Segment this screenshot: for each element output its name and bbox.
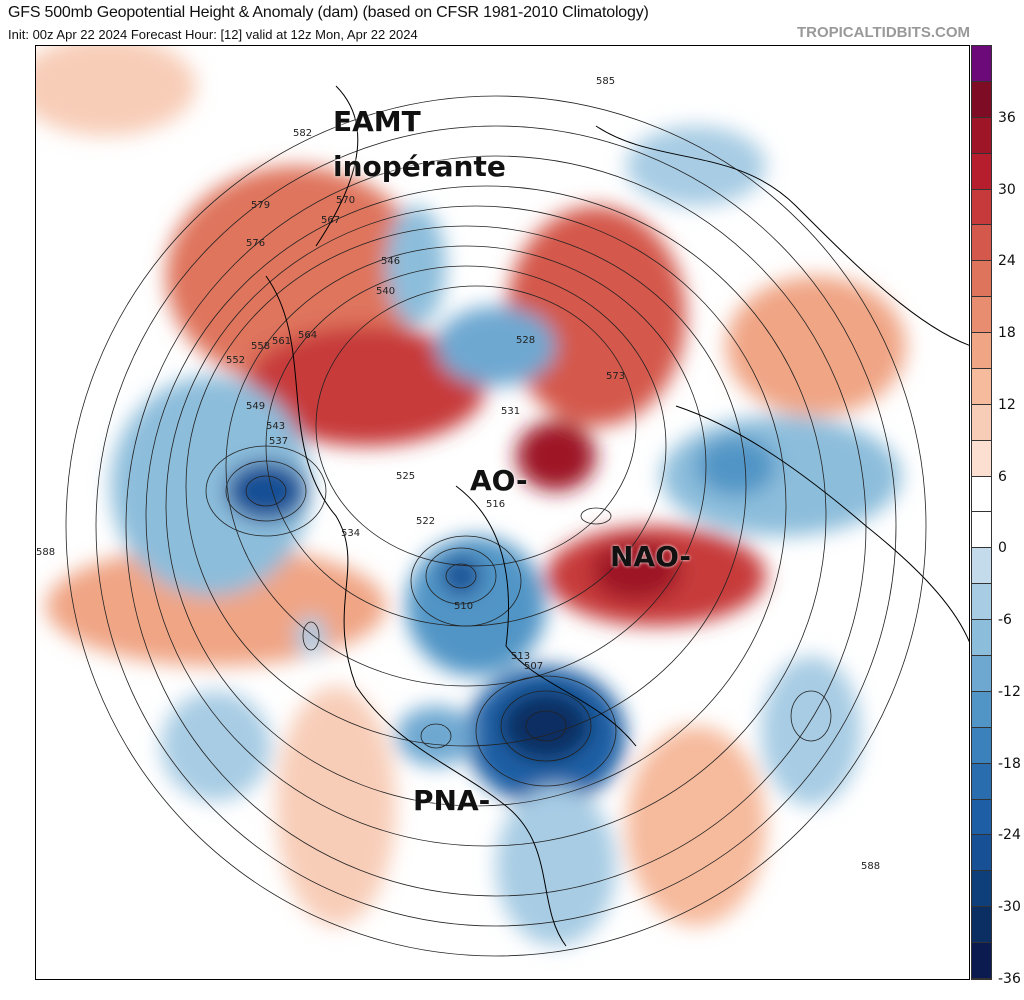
colorbar-bin (972, 943, 991, 979)
colorbar-bin (972, 907, 991, 944)
colorbar-label: -30 (998, 899, 1021, 916)
colorbar-label: 6 (998, 468, 1007, 485)
annotation-eamt: EAMT (333, 105, 421, 138)
contour-label: 570 (336, 195, 355, 206)
anomaly-colorbar (971, 45, 992, 980)
colorbar-bin (972, 46, 991, 82)
colorbar-label: -36 (998, 971, 1021, 987)
contour-label: 564 (298, 330, 317, 341)
colorbar-label: -12 (998, 683, 1021, 700)
colorbar-label: 0 (998, 540, 1007, 557)
contour-label: 549 (246, 401, 265, 412)
colorbar-bin (972, 368, 991, 405)
colorbar-label: 18 (998, 325, 1016, 342)
colorbar-label: 12 (998, 396, 1016, 413)
colorbar-bin (972, 656, 991, 692)
contour-label: 513 (511, 651, 530, 662)
brand-logo-text: TROPICALTIDBITS.COM (796, 24, 970, 41)
contour-label: 546 (381, 256, 400, 267)
colorbar-bin (972, 476, 991, 513)
contour-label: 576 (246, 238, 265, 249)
anomaly-shading (36, 46, 906, 946)
contour-label: 540 (376, 286, 395, 297)
coastlines (265, 85, 969, 947)
height-contours (65, 95, 927, 957)
contour-label: 585 (596, 76, 615, 87)
colorbar-bin (972, 333, 991, 369)
contour-label: 543 (266, 421, 285, 432)
contour-label: 558 (251, 341, 270, 352)
colorbar-bin (972, 871, 991, 908)
contour-label: 522 (416, 516, 435, 527)
colorbar-bin (972, 512, 991, 549)
map-title: GFS 500mb Geopotential Height & Anomaly … (8, 4, 649, 21)
colorbar-label: -24 (998, 827, 1021, 844)
colorbar-bin (972, 225, 991, 262)
contour-label: 525 (396, 471, 415, 482)
annotation-nao: NAO- (610, 540, 692, 573)
colorbar-bin (972, 835, 991, 872)
colorbar-label: -18 (998, 755, 1021, 772)
annotation-eamt-status: inopérante (333, 150, 506, 183)
colorbar-label: 36 (998, 109, 1016, 126)
contour-label: 534 (341, 528, 360, 539)
colorbar-bin (972, 691, 991, 728)
annotation-pna: PNA- (413, 784, 491, 817)
map-subtitle: Init: 00z Apr 22 2024 Forecast Hour: [12… (8, 27, 418, 42)
contour-label: 561 (272, 336, 291, 347)
colorbar-bin (972, 763, 991, 800)
contour-label: 552 (226, 355, 245, 366)
contour-label: 579 (251, 200, 270, 211)
colorbar-bin (972, 81, 991, 118)
contour-label: 528 (516, 335, 535, 346)
colorbar-bin (972, 153, 991, 190)
colorbar-bin (972, 189, 991, 226)
colorbar-bin (972, 440, 991, 477)
map-canvas: 585 582 579 576 573 570 567 564 561 558 … (36, 46, 969, 957)
colorbar-label: -6 (998, 612, 1012, 629)
contour-labels: 585 582 579 576 573 570 567 564 561 558 … (36, 76, 880, 872)
contour-label: 507 (524, 661, 543, 672)
colorbar-bin (972, 620, 991, 657)
colorbar-label: 24 (998, 253, 1016, 270)
contour-label: 567 (321, 215, 340, 226)
colorbar-bin (972, 297, 991, 334)
colorbar-bin (972, 404, 991, 441)
contour-label: 531 (501, 406, 520, 417)
contour-label: 582 (293, 128, 312, 139)
contour-label: 573 (606, 371, 625, 382)
colorbar-bin (972, 261, 991, 298)
contour-label: 588 (861, 861, 880, 872)
colorbar-bin (972, 584, 991, 621)
contour-label: 510 (454, 601, 473, 612)
annotation-ao: AO- (470, 464, 528, 497)
colorbar-bin (972, 799, 991, 836)
height-anomaly-map: 585 582 579 576 573 570 567 564 561 558 … (35, 45, 970, 980)
contour-label: 516 (486, 499, 505, 510)
colorbar-bin (972, 548, 991, 585)
contour-label: 588 (36, 547, 55, 558)
colorbar-bin (972, 117, 991, 154)
contour-label: 537 (269, 436, 288, 447)
colorbar-label: 30 (998, 181, 1016, 198)
colorbar-bin (972, 727, 991, 764)
